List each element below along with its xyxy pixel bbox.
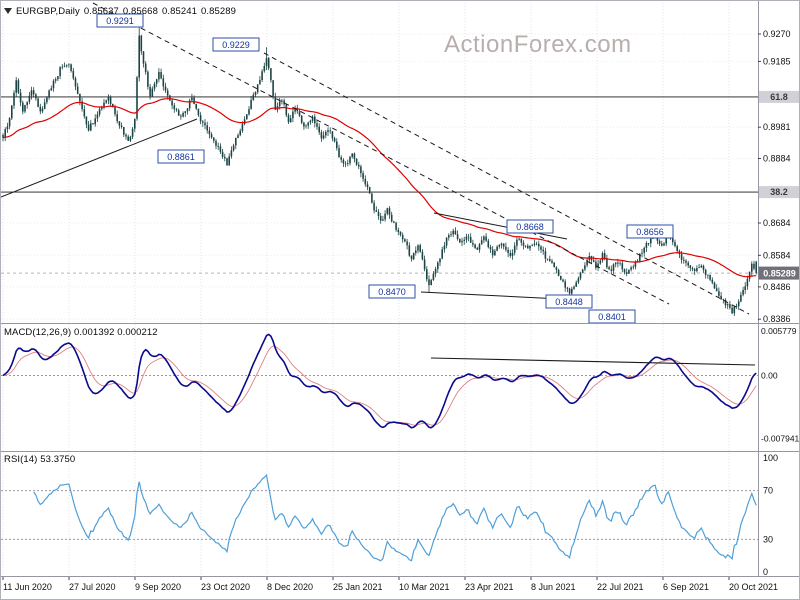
svg-text:30: 30 (763, 534, 773, 544)
svg-text:0.8486: 0.8486 (763, 282, 791, 292)
rsi-indicator-label: RSI(14) 53.3750 (4, 454, 75, 465)
symbol-marker-icon (4, 8, 12, 15)
macd-indicator-label: MACD(12,26,9) 0.001392 0.000212 (4, 327, 158, 338)
macd-panel (2, 333, 757, 429)
time-axis: 11 Jun 2020 27 Jul 2020 9 Sep 2020 23 Oct 2… (2, 576, 778, 592)
svg-text:0.8584: 0.8584 (763, 250, 791, 260)
svg-text:0.8470: 0.8470 (378, 287, 406, 297)
macd-main-value: 0.001392 (74, 327, 115, 338)
panel-borders (1, 323, 799, 577)
symbol-ohlc-readout: EURGBP,Daily 0.85637 0.85668 0.85241 0.85289 (4, 6, 240, 17)
svg-text:23 Oct 2020: 23 Oct 2020 (201, 582, 250, 592)
svg-text:0.8981: 0.8981 (763, 122, 791, 132)
svg-text:0.8668: 0.8668 (516, 222, 544, 232)
svg-text:70: 70 (763, 486, 773, 496)
svg-text:0: 0 (763, 567, 768, 577)
svg-text:0.8884: 0.8884 (763, 154, 791, 164)
svg-text:0.9270: 0.9270 (763, 29, 791, 39)
svg-text:10 Mar 2021: 10 Mar 2021 (399, 582, 450, 592)
svg-text:61.8: 61.8 (770, 92, 788, 102)
svg-text:0.8386: 0.8386 (763, 314, 791, 324)
svg-text:20 Oct 2021: 20 Oct 2021 (729, 582, 778, 592)
svg-text:8 Dec 2020: 8 Dec 2020 (267, 582, 313, 592)
svg-text:11 Jun 2020: 11 Jun 2020 (3, 582, 52, 592)
svg-text:0.9291: 0.9291 (106, 16, 134, 26)
svg-text:9 Sep 2020: 9 Sep 2020 (135, 582, 181, 592)
svg-text:0.9229: 0.9229 (222, 40, 250, 50)
svg-text:38.2: 38.2 (770, 187, 788, 197)
price-axis: 0.9270 0.9185 0.8981 0.8884 0.8684 0.8584 0.84… (758, 1, 800, 577)
svg-text:0.9185: 0.9185 (763, 56, 791, 66)
svg-text:-0.007941: -0.007941 (761, 434, 800, 444)
svg-text:6 Sep 2021: 6 Sep 2021 (663, 582, 709, 592)
watermark: ActionForex.com (444, 31, 632, 58)
svg-text:0.8684: 0.8684 (763, 218, 791, 228)
rsi-name: RSI(14) (4, 454, 38, 465)
macd-signal-value: 0.000212 (117, 327, 158, 338)
svg-text:0.00: 0.00 (761, 371, 778, 381)
svg-text:22 Jul 2021: 22 Jul 2021 (597, 582, 644, 592)
annotations: 0.9291 0.9229 0.8861 0.8668 0.8656 0.8470 0.84… (96, 13, 674, 324)
svg-text:0.8448: 0.8448 (555, 297, 583, 307)
macd-name: MACD(12,26,9) (4, 327, 72, 338)
ohlc-high: 0.85668 (122, 6, 158, 17)
svg-text:0.8861: 0.8861 (167, 152, 195, 162)
ma-line (2, 98, 757, 278)
ohlc-low: 0.85241 (161, 6, 197, 17)
ohlc-close: 0.85289 (201, 6, 237, 17)
svg-text:0.85289: 0.85289 (763, 269, 796, 279)
svg-text:100: 100 (763, 453, 778, 463)
fib-lines (1, 96, 758, 274)
rsi-value: 53.3750 (40, 454, 76, 465)
ohlc-open: 0.85637 (83, 6, 119, 17)
svg-text:0.8401: 0.8401 (598, 312, 626, 322)
svg-text:0.005779: 0.005779 (761, 326, 797, 336)
svg-text:23 Apr 2021: 23 Apr 2021 (465, 582, 514, 592)
svg-text:27 Jul 2020: 27 Jul 2020 (69, 582, 116, 592)
svg-text:25 Jan 2021: 25 Jan 2021 (333, 582, 383, 592)
trendlines (1, 2, 750, 315)
svg-text:0.8656: 0.8656 (636, 227, 664, 237)
symbol-period: EURGBP,Daily (16, 6, 80, 17)
rsi-panel (33, 473, 757, 562)
svg-text:8 Jun 2021: 8 Jun 2021 (531, 582, 576, 592)
